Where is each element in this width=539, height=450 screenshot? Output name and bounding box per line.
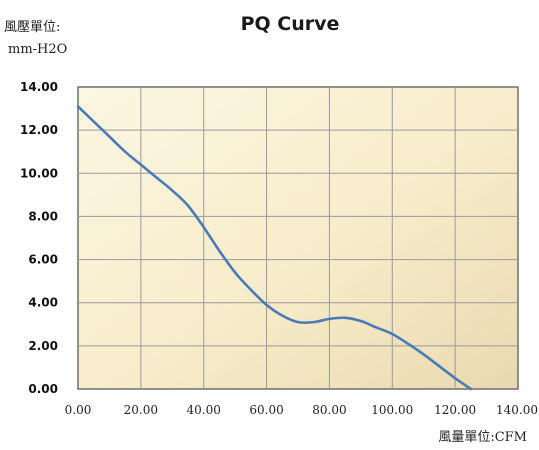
y-axis-unit-value: mm-H2O <box>8 42 67 57</box>
pq-curve-line <box>76 105 473 391</box>
x-tick-label: 120.00 <box>434 403 476 417</box>
y-tick-label: 10.00 <box>20 166 58 180</box>
x-tick-label: 100.00 <box>371 403 413 417</box>
y-tick-label: 0.00 <box>28 382 58 396</box>
y-tick-label: 12.00 <box>20 123 58 137</box>
y-tick-label: 2.00 <box>28 339 58 353</box>
x-axis-ticks: 0.00 20.00 40.00 60.00 80.00 100.00 120.00 140.… <box>65 403 538 417</box>
y-tick-label: 14.00 <box>20 80 58 94</box>
x-tick-label: 140.00 <box>496 403 538 417</box>
series-layer <box>76 105 473 391</box>
y-tick-label: 4.00 <box>28 296 58 310</box>
x-tick-label: 60.00 <box>249 403 283 417</box>
x-tick-label: 0.00 <box>65 403 92 417</box>
y-tick-label: 6.00 <box>28 253 58 267</box>
x-tick-label: 20.00 <box>124 403 158 417</box>
y-axis-unit-label: 風壓單位: <box>4 20 60 35</box>
plot-area <box>77 86 519 390</box>
grid-lines <box>78 87 518 389</box>
chart-title: PQ Curve <box>241 13 340 35</box>
x-tick-label: 40.00 <box>187 403 221 417</box>
y-axis-ticks: 0.00 2.00 4.00 6.00 8.00 10.00 12.00 14.00 <box>20 80 58 396</box>
x-tick-label: 80.00 <box>312 403 346 417</box>
x-axis-unit-label: 風量單位:CFM <box>438 430 527 445</box>
y-tick-label: 8.00 <box>28 209 58 223</box>
